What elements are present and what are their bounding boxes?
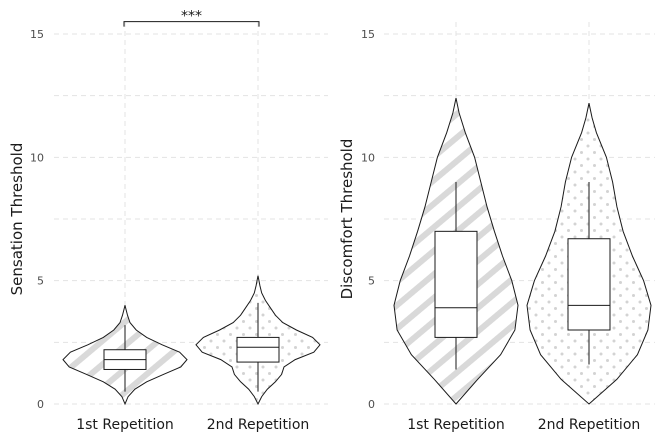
x-category-label: 1st Repetition	[76, 417, 174, 433]
x-category-label: 2nd Repetition	[538, 417, 641, 433]
y-tick-label: 5	[368, 275, 375, 288]
y-tick-label: 15	[361, 28, 375, 41]
significance-label: ***	[181, 9, 202, 25]
significance-bracket: ***	[123, 9, 260, 27]
violins	[393, 97, 652, 405]
y-axis-label: Discomfort Threshold	[338, 139, 356, 300]
x-category-label: 1st Repetition	[407, 417, 505, 433]
discomfort-threshold-panel: 0 5 10 15 1st Repetition 2nd Repetition …	[338, 22, 655, 433]
y-tick-labels: 0 5 10 15	[361, 28, 375, 411]
box-iqr	[434, 230, 478, 338]
y-axis-label: Sensation Threshold	[8, 143, 26, 296]
x-category-label: 2nd Repetition	[207, 417, 310, 433]
sensation-threshold-panel: 0 5 10 15 1st Repetition 2nd Repetition …	[8, 9, 328, 433]
y-tick-label: 10	[361, 151, 375, 164]
x-category-labels: 1st Repetition 2nd Repetition	[407, 417, 640, 433]
y-tick-labels: 0 5 10 15	[30, 28, 44, 411]
y-tick-label: 10	[30, 151, 44, 164]
box-iqr	[567, 238, 611, 331]
violins	[62, 275, 321, 406]
y-tick-label: 0	[368, 398, 375, 411]
box-iqr	[236, 336, 280, 363]
y-tick-label: 5	[37, 275, 44, 288]
y-tick-label: 0	[37, 398, 44, 411]
bracket-line	[123, 21, 260, 27]
x-category-labels: 1st Repetition 2nd Repetition	[76, 417, 309, 433]
y-tick-label: 15	[30, 28, 44, 41]
